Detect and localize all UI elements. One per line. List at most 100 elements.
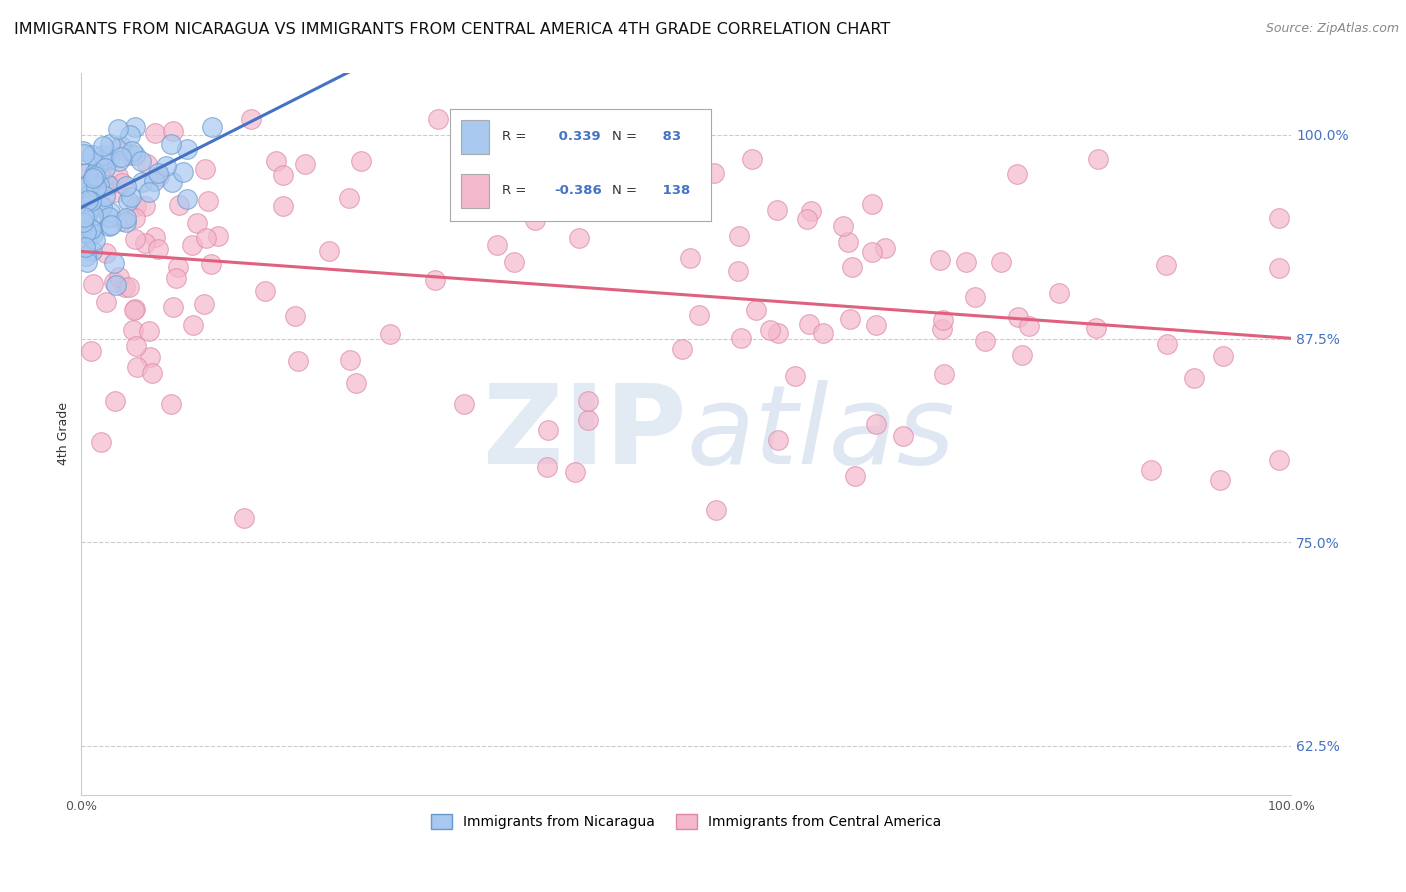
Point [73, 240, 96, 254]
Point [72, 215, 94, 229]
Point [932, 313, 955, 327]
Point [688, 308, 710, 322]
Point [165, 271, 187, 285]
Point [555, 160, 578, 174]
Point [72, 218, 94, 232]
Point [1011, 348, 1033, 362]
Point [98, 178, 121, 192]
Point [811, 326, 834, 340]
Point [84, 198, 107, 212]
Point [111, 176, 134, 190]
Point [1209, 473, 1232, 487]
Point [1087, 152, 1109, 166]
Point [765, 202, 787, 217]
Point [76, 189, 98, 203]
Point [107, 121, 129, 136]
Point [537, 423, 560, 437]
Point [97, 178, 120, 192]
Point [122, 303, 145, 318]
Point [73, 207, 96, 221]
Point [138, 324, 160, 338]
Point [143, 126, 166, 140]
Point [349, 154, 371, 169]
Point [120, 128, 142, 143]
Point [344, 376, 367, 390]
Point [955, 254, 977, 268]
Point [865, 417, 887, 431]
Point [536, 459, 558, 474]
Point [499, 175, 522, 189]
Point [1182, 371, 1205, 385]
Point [96, 246, 118, 260]
Point [766, 433, 789, 447]
Point [77, 178, 100, 192]
Point [865, 318, 887, 333]
Point [796, 212, 818, 227]
Point [82, 244, 104, 258]
Point [111, 214, 134, 228]
Y-axis label: 4th Grade: 4th Grade [58, 402, 70, 466]
Point [193, 297, 215, 311]
Point [271, 168, 294, 182]
Point [124, 148, 146, 162]
Point [730, 330, 752, 344]
Point [294, 157, 316, 171]
Point [80, 221, 103, 235]
Point [766, 326, 789, 340]
Point [125, 199, 148, 213]
Point [72, 186, 94, 201]
Point [75, 225, 97, 239]
Point [89, 168, 111, 182]
Point [1156, 337, 1178, 351]
Point [1085, 320, 1108, 334]
Point [72, 234, 94, 248]
Point [929, 252, 952, 267]
Point [94, 188, 117, 202]
Point [239, 112, 262, 126]
Point [172, 165, 194, 179]
Point [380, 327, 402, 342]
Point [134, 235, 156, 250]
Point [120, 148, 142, 162]
Point [80, 222, 103, 236]
Point [124, 232, 146, 246]
Point [143, 230, 166, 244]
Point [963, 290, 986, 304]
Point [72, 145, 94, 159]
Point [107, 169, 129, 183]
Point [131, 153, 153, 168]
Point [844, 468, 866, 483]
Point [523, 213, 546, 227]
Point [678, 251, 700, 265]
Point [578, 413, 600, 427]
Point [107, 142, 129, 156]
Point [264, 153, 287, 168]
Point [98, 152, 121, 166]
Point [93, 152, 115, 166]
Point [124, 120, 146, 134]
Point [96, 295, 118, 310]
Point [486, 237, 509, 252]
Point [576, 394, 599, 409]
Point [703, 166, 725, 180]
Point [318, 244, 340, 259]
Point [91, 147, 114, 161]
Point [253, 284, 276, 298]
Point [1018, 318, 1040, 333]
Point [127, 359, 149, 374]
Point [860, 197, 883, 211]
Point [124, 302, 146, 317]
Point [799, 317, 821, 331]
Point [122, 323, 145, 337]
Point [1140, 463, 1163, 477]
Point [990, 254, 1012, 268]
Point [75, 211, 97, 225]
Point [76, 165, 98, 179]
Point [139, 350, 162, 364]
Point [124, 211, 146, 225]
Point [1047, 286, 1070, 301]
Point [148, 169, 170, 184]
Point [110, 139, 132, 153]
Point [105, 278, 128, 293]
Point [83, 234, 105, 248]
